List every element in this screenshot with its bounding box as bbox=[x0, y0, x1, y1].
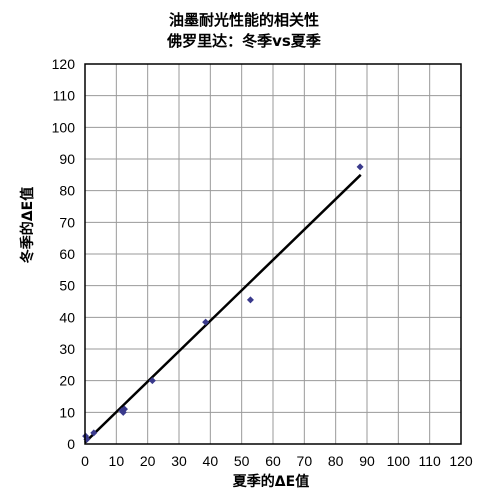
x-tick-label: 110 bbox=[419, 453, 442, 469]
y-tick-label: 120 bbox=[52, 56, 76, 72]
trendline bbox=[84, 173, 362, 444]
y-tick-label: 0 bbox=[67, 436, 75, 452]
x-tick-label: 50 bbox=[234, 453, 250, 469]
trendline-layer bbox=[84, 173, 362, 444]
chart-title-line1: 油墨耐光性能的相关性 bbox=[169, 11, 319, 29]
y-tick-label: 110 bbox=[53, 88, 76, 104]
y-tick-label: 70 bbox=[59, 214, 75, 230]
x-tick-label: 100 bbox=[387, 453, 411, 469]
y-tick-label: 20 bbox=[59, 373, 75, 389]
x-tick-label: 90 bbox=[359, 453, 375, 469]
x-tick-label: 0 bbox=[81, 453, 89, 469]
x-tick-label: 70 bbox=[297, 453, 313, 469]
y-axis-label: 冬季的ΔE值 bbox=[19, 187, 36, 263]
data-point bbox=[148, 377, 156, 385]
x-axis-label: 夏季的ΔE值 bbox=[233, 473, 309, 490]
plot-area-border bbox=[84, 63, 462, 445]
x-tick-label: 40 bbox=[203, 453, 219, 469]
data-point bbox=[202, 318, 210, 326]
data-points bbox=[82, 163, 364, 443]
y-tick-label: 60 bbox=[59, 246, 75, 262]
x-tick-label: 120 bbox=[449, 453, 473, 469]
data-point bbox=[246, 296, 254, 304]
x-tick-label: 10 bbox=[109, 453, 125, 469]
x-tick-label: 30 bbox=[171, 453, 187, 469]
tick-labels: 0 10 20 30 40 50 60 70 80 90 100 110 120 0 10 20 30 40 50 6… bbox=[52, 56, 473, 469]
data-point bbox=[356, 163, 364, 171]
y-tick-label: 30 bbox=[59, 341, 75, 357]
chart-title-line2: 佛罗里达：冬季vs夏季 bbox=[166, 32, 321, 50]
data-point bbox=[90, 429, 98, 437]
y-tick-label: 100 bbox=[52, 119, 76, 135]
y-tick-label: 90 bbox=[59, 151, 75, 167]
y-tick-label: 80 bbox=[59, 183, 75, 199]
x-tick-label: 80 bbox=[328, 453, 344, 469]
y-tick-label: 40 bbox=[59, 309, 75, 325]
x-tick-label: 60 bbox=[265, 453, 281, 469]
data-point bbox=[120, 405, 128, 413]
x-tick-label: 20 bbox=[140, 453, 156, 469]
y-tick-label: 10 bbox=[59, 404, 75, 420]
y-tick-label: 50 bbox=[59, 278, 75, 294]
